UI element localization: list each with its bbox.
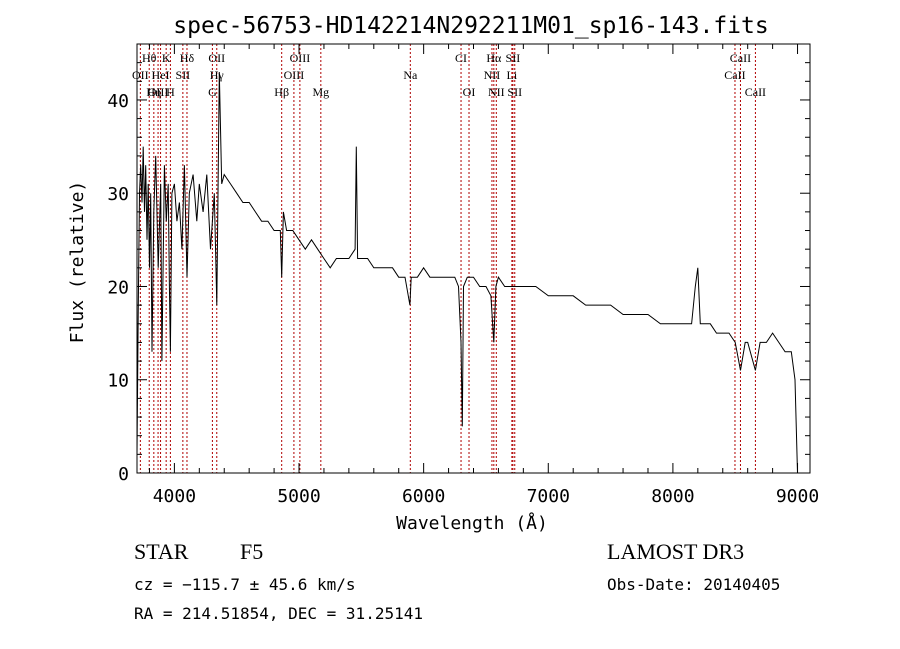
y-tick-label: 20 bbox=[107, 277, 129, 298]
line-markers bbox=[139, 44, 756, 473]
spectrum-line bbox=[136, 71, 798, 474]
line-marker-label: CaII bbox=[724, 68, 745, 82]
line-marker-label: Hα bbox=[486, 51, 502, 65]
line-marker-label: NII bbox=[488, 85, 505, 99]
line-marker-label: OIII bbox=[148, 85, 169, 99]
line-marker-label: K bbox=[162, 51, 171, 65]
survey-name: LAMOST DR3 bbox=[607, 539, 745, 564]
line-marker-label: G bbox=[208, 85, 217, 99]
x-tick-label: 5000 bbox=[277, 486, 320, 507]
line-marker-label: H bbox=[166, 85, 175, 99]
x-axis-label: Wavelength (Å) bbox=[396, 512, 548, 534]
line-marker-label: Hθ bbox=[142, 51, 157, 65]
object-class: STAR bbox=[134, 539, 189, 564]
y-tick-label: 40 bbox=[107, 91, 129, 112]
line-marker-label: OI bbox=[463, 85, 476, 99]
y-tick-label: 30 bbox=[107, 184, 129, 205]
line-marker-label: OII bbox=[132, 68, 149, 82]
y-tick-label: 10 bbox=[107, 371, 129, 392]
line-marker-label: OIII bbox=[284, 68, 305, 82]
x-tick-label: 6000 bbox=[402, 486, 445, 507]
line-marker-label: Hδ bbox=[180, 51, 195, 65]
line-marker-label: SII bbox=[176, 68, 191, 82]
chart-title: spec-56753-HD142214N292211M01_sp16-143.f… bbox=[173, 13, 768, 39]
line-marker-label: CI bbox=[455, 51, 467, 65]
y-axis-ticks: 0 10 20 30 40 bbox=[107, 62, 810, 485]
redshift-velocity: cz = −115.7 ± 45.6 km/s bbox=[134, 575, 356, 594]
object-subclass: F5 bbox=[240, 539, 264, 564]
line-marker-label: SII bbox=[506, 51, 521, 65]
line-marker-label: OIII bbox=[290, 51, 311, 65]
line-marker-label: Hη bbox=[146, 85, 161, 99]
y-axis-label: Flux (relative) bbox=[67, 181, 88, 344]
line-marker-label: CaII bbox=[745, 85, 766, 99]
observation-date: Obs-Date: 20140405 bbox=[607, 575, 781, 594]
line-marker-label: Hβ bbox=[274, 85, 289, 99]
x-tick-label: 4000 bbox=[153, 486, 196, 507]
line-marker-label: CaII bbox=[730, 51, 751, 65]
line-marker-label: Na bbox=[403, 68, 418, 82]
y-tick-label: 0 bbox=[118, 464, 129, 485]
line-marker-label: NII bbox=[484, 68, 501, 82]
x-tick-label: 9000 bbox=[776, 486, 819, 507]
x-tick-label: 8000 bbox=[651, 486, 694, 507]
line-marker-label: OII bbox=[208, 51, 225, 65]
x-axis-ticks: 4000 5000 6000 7000 8000 9000 bbox=[148, 44, 819, 507]
line-marker-label: HeI bbox=[152, 68, 170, 82]
line-marker-label: Mg bbox=[312, 85, 329, 99]
plot-frame bbox=[136, 43, 811, 474]
line-marker-label: Li bbox=[507, 68, 518, 82]
line-marker-label: Hγ bbox=[210, 68, 225, 82]
x-tick-label: 7000 bbox=[527, 486, 570, 507]
line-marker-label: SII bbox=[507, 85, 522, 99]
coordinates: RA = 214.51854, DEC = 31.25141 bbox=[134, 604, 423, 623]
